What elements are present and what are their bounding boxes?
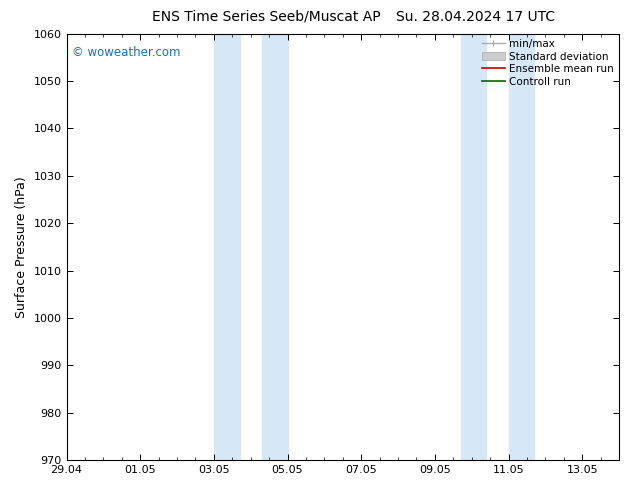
Legend: min/max, Standard deviation, Ensemble mean run, Controll run: min/max, Standard deviation, Ensemble me… (480, 37, 616, 89)
Bar (214, 34, 240, 460)
Text: ENS Time Series Seeb/Muscat AP: ENS Time Series Seeb/Muscat AP (152, 10, 380, 24)
Text: Su. 28.04.2024 17 UTC: Su. 28.04.2024 17 UTC (396, 10, 555, 24)
Y-axis label: Surface Pressure (hPa): Surface Pressure (hPa) (15, 176, 28, 318)
Bar (461, 34, 486, 460)
Bar (262, 34, 288, 460)
Bar (508, 34, 534, 460)
Text: © woweather.com: © woweather.com (72, 47, 181, 59)
